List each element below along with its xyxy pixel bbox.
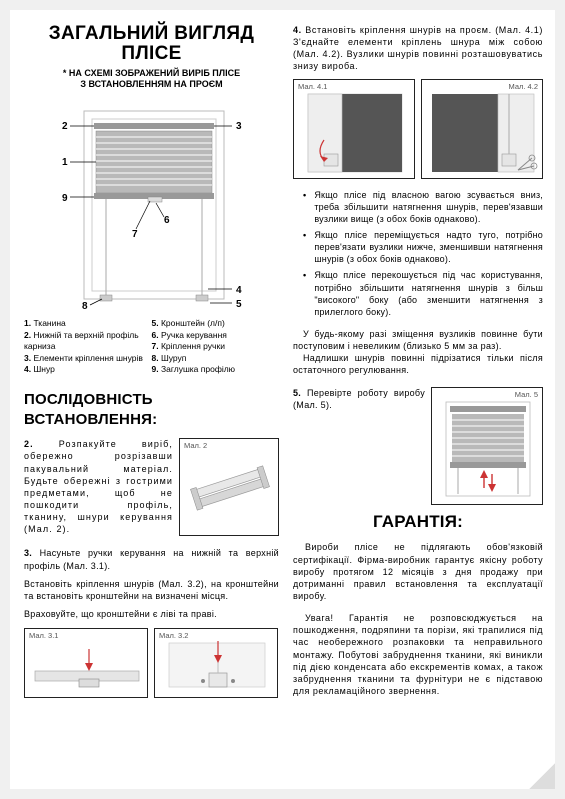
figures-3-row: Мал. 3.1 Мал. 3.2 xyxy=(24,628,279,698)
right-column: 4. Встановіть кріплення шнурів на проєм.… xyxy=(293,24,543,781)
warranty-heading: ГАРАНТІЯ: xyxy=(293,511,543,534)
svg-text:9: 9 xyxy=(62,193,68,204)
page-corner-fold xyxy=(529,763,555,789)
left-column: ЗАГАЛЬНИЙ ВИГЛЯД ПЛІСЕ * НА СХЕМІ ЗОБРАЖ… xyxy=(24,24,279,781)
legend-left: 1. Тканина 2. Нижній та верхній профіль … xyxy=(24,318,152,375)
step-5-row: 5. Перевірте роботу виробу (Мал. 5). Мал… xyxy=(293,387,543,505)
step-2-text: 2. Розпакуйте виріб, обережно розрізавши… xyxy=(24,438,173,535)
step-2-row: 2. Розпакуйте виріб, обережно розрізавши… xyxy=(24,438,279,541)
fig-label-mal41: Мал. 4.1 xyxy=(298,82,327,92)
svg-text:2: 2 xyxy=(62,121,68,132)
figure-mal-2: Мал. 2 xyxy=(179,438,279,536)
figure-mal-42: Мал. 4.2 xyxy=(421,79,543,179)
step-3a: 3. Насуньте ручки керування на нижній та… xyxy=(24,547,279,571)
figure-mal-31: Мал. 3.1 xyxy=(24,628,148,698)
legend: 1. Тканина 2. Нижній та верхній профіль … xyxy=(24,318,279,375)
legend-right: 5. Кронштейн (л/п) 6. Ручка керування 7.… xyxy=(152,318,280,375)
svg-text:5: 5 xyxy=(236,299,242,310)
after-bullets-1: У будь-якому разі зміщення вузликів пови… xyxy=(293,328,543,352)
subtitle-line2: З ВСТАНОВЛЕННЯМ НА ПРОЄМ xyxy=(80,79,222,89)
bullet-2: Якщо плісе переміщується надто туго, пот… xyxy=(293,229,543,265)
step-4: 4. Встановіть кріплення шнурів на проєм.… xyxy=(293,24,543,73)
fig-label-mal31: Мал. 3.1 xyxy=(29,631,58,641)
fig-label-mal5: Мал. 5 xyxy=(515,390,538,400)
svg-text:7: 7 xyxy=(132,229,138,240)
overview-diagram: 1 2 3 4 5 6 7 8 9 xyxy=(24,97,279,312)
fig-label-mal42: Мал. 4.2 xyxy=(509,82,538,92)
figure-mal-5: Мал. 5 xyxy=(431,387,543,505)
bullet-3: Якщо плісе перекошується під час користу… xyxy=(293,269,543,318)
bullet-1: Якщо плісе під власною вагою зсувається … xyxy=(293,189,543,225)
sequence-heading: ПОСЛІДОВНІСТЬ ВСТАНОВЛЕННЯ: xyxy=(24,390,279,431)
svg-text:6: 6 xyxy=(164,215,170,226)
fig-label-mal2: Мал. 2 xyxy=(184,441,207,451)
subtitle: * НА СХЕМІ ЗОБРАЖЕНИЙ ВИРІБ ПЛІСЕ З ВСТА… xyxy=(24,68,279,90)
after-bullets-2: Надлишки шнурів повинні підрізатися тіль… xyxy=(293,352,543,376)
figure-mal-41: Мал. 4.1 xyxy=(293,79,415,179)
figure-mal-32: Мал. 3.2 xyxy=(154,628,278,698)
svg-text:4: 4 xyxy=(236,285,242,296)
step-5-text: 5. Перевірте роботу виробу (Мал. 5). xyxy=(293,387,425,411)
svg-text:1: 1 xyxy=(62,157,68,168)
step-3b: Встановіть кріплення шнурів (Мал. 3.2), … xyxy=(24,578,279,602)
svg-text:3: 3 xyxy=(236,121,242,132)
main-title: ЗАГАЛЬНИЙ ВИГЛЯД ПЛІСЕ xyxy=(24,24,279,64)
figures-4-row: Мал. 4.1 Мал. 4.2 xyxy=(293,79,543,179)
fig-label-mal32: Мал. 3.2 xyxy=(159,631,188,641)
document-page: ЗАГАЛЬНИЙ ВИГЛЯД ПЛІСЕ * НА СХЕМІ ЗОБРАЖ… xyxy=(10,10,555,789)
svg-text:8: 8 xyxy=(82,301,88,312)
step-3c: Враховуйте, що кронштейни є ліві та прав… xyxy=(24,608,279,620)
subtitle-line1: * НА СХЕМІ ЗОБРАЖЕНИЙ ВИРІБ ПЛІСЕ xyxy=(63,68,240,78)
warranty-p2: Увага! Гарантія не розповсюджується на п… xyxy=(293,612,543,697)
warranty-p1: Вироби плісе не підлягають обов'язковій … xyxy=(293,541,543,602)
adjustment-bullets: Якщо плісе під власною вагою зсувається … xyxy=(293,189,543,322)
